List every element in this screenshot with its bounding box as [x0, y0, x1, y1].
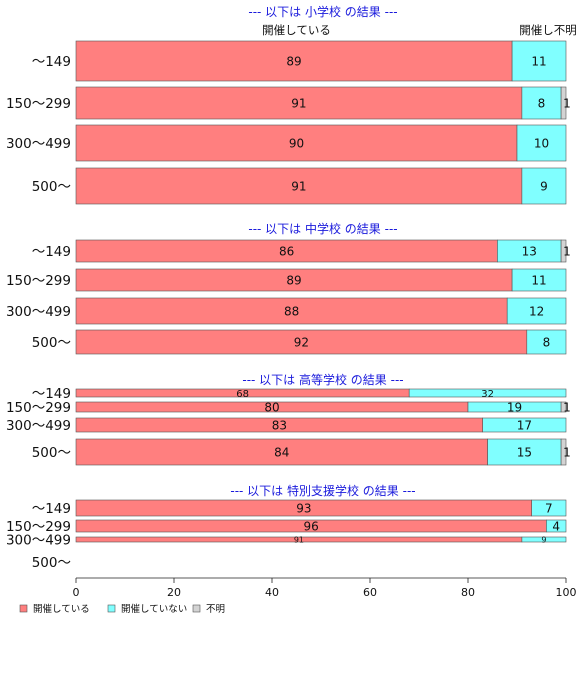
- data-label: 11: [531, 55, 546, 69]
- bar-segment: [75, 86, 523, 120]
- category-label: 300～499: [6, 304, 71, 320]
- bar-segment: [516, 124, 567, 162]
- section-title: --- 以下は 特別支援学校 の結果 ---: [230, 483, 415, 498]
- category-label: ～149: [32, 501, 71, 517]
- data-label: 93: [296, 502, 311, 516]
- category-label: 300～499: [6, 136, 71, 152]
- category-label: ～149: [32, 244, 71, 260]
- category-label: 500～: [32, 445, 71, 461]
- bar-segment: [487, 438, 562, 466]
- category-label: ～149: [32, 386, 71, 402]
- data-label: 88: [284, 305, 299, 319]
- category-label: 300～499: [6, 533, 71, 549]
- legend-swatch: [107, 604, 116, 613]
- data-label: 91: [291, 180, 306, 194]
- bar-segment: [75, 124, 518, 162]
- x-tick-label: 60: [363, 586, 377, 599]
- x-tick-label: 40: [265, 586, 279, 599]
- x-tick-label: 0: [73, 586, 80, 599]
- section-title: --- 以下は 小学校 の結果 ---: [248, 4, 397, 19]
- category-label: 150～299: [6, 273, 71, 289]
- data-label: 7: [545, 502, 553, 516]
- category-label: 150～299: [6, 519, 71, 535]
- bar-segment: [521, 167, 567, 205]
- category-label: 150～299: [6, 96, 71, 112]
- bar-segment: [560, 86, 567, 120]
- legend-label: 開催している: [33, 603, 90, 615]
- bar-segment: [408, 388, 567, 398]
- data-label: 86: [279, 245, 294, 259]
- section-title: --- 以下は 高等学校 の結果 ---: [242, 372, 403, 387]
- data-label: 1: [563, 446, 571, 460]
- legend-label: 開催していない: [121, 603, 187, 615]
- bar-segment: [560, 401, 567, 413]
- header-not-held-unknown: 開催し不明: [519, 23, 577, 37]
- bar-segment: [560, 239, 567, 263]
- data-label: 8: [543, 336, 551, 350]
- data-label: 13: [522, 245, 537, 259]
- bar-segment: [521, 536, 567, 543]
- category-label: 500～: [32, 555, 71, 571]
- data-label: 9: [540, 180, 548, 194]
- data-label: 12: [529, 305, 544, 319]
- category-label: ～149: [32, 54, 71, 70]
- data-label: 92: [294, 336, 309, 350]
- bar-segment: [511, 40, 567, 82]
- category-label: 500～: [32, 335, 71, 351]
- category-label: 150～299: [6, 400, 71, 416]
- bar-segment: [75, 167, 523, 205]
- bar-segment: [546, 519, 567, 533]
- data-label: 84: [274, 446, 289, 460]
- section-title: --- 以下は 中学校 の結果 ---: [248, 221, 397, 236]
- legend-swatch: [19, 604, 28, 613]
- bar-segment: [526, 329, 567, 355]
- bar-segment: [531, 499, 567, 517]
- bar-segment: [506, 297, 567, 325]
- data-label: 4: [552, 520, 560, 534]
- category-label: 300～499: [6, 418, 71, 434]
- x-tick-label: 100: [556, 586, 577, 599]
- legend-swatch: [192, 604, 201, 613]
- data-label: 89: [286, 274, 301, 288]
- bar-segment: [75, 438, 488, 466]
- data-label: 91: [294, 536, 304, 545]
- data-label: 96: [304, 520, 319, 534]
- data-label: 8: [538, 97, 546, 111]
- data-label: 91: [291, 97, 306, 111]
- bar-segment: [482, 417, 567, 433]
- data-label: 90: [289, 137, 304, 151]
- data-label: 9: [541, 536, 546, 545]
- data-label: 10: [534, 137, 549, 151]
- bar-segment: [560, 438, 567, 466]
- data-label: 32: [481, 389, 494, 400]
- data-label: 80: [264, 401, 279, 415]
- data-label: 19: [507, 401, 522, 415]
- data-label: 83: [272, 419, 287, 433]
- bar-segment: [75, 329, 528, 355]
- data-label: 11: [531, 274, 546, 288]
- data-label: 1: [563, 97, 571, 111]
- data-label: 17: [517, 419, 532, 433]
- data-label: 68: [236, 389, 249, 400]
- data-label: 1: [563, 245, 571, 259]
- data-label: 15: [517, 446, 532, 460]
- header-held: 開催している: [262, 23, 331, 37]
- category-label: 500～: [32, 179, 71, 195]
- legend-label: 不明: [206, 604, 225, 615]
- x-tick-label: 80: [461, 586, 475, 599]
- bar-segment: [511, 268, 567, 292]
- bar-segment: [75, 40, 513, 82]
- data-label: 1: [563, 401, 571, 415]
- data-label: 89: [286, 55, 301, 69]
- x-tick-label: 20: [167, 586, 181, 599]
- bar-segment: [75, 297, 508, 325]
